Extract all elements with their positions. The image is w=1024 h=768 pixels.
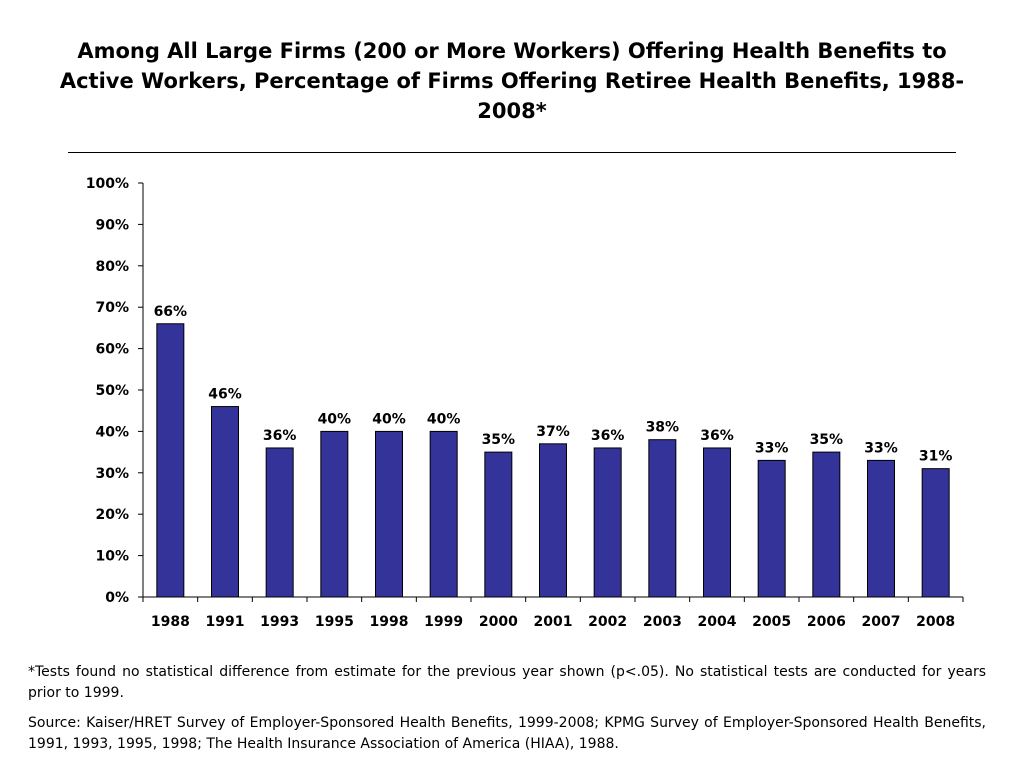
x-tick-label: 1995 (315, 614, 354, 630)
bar-2004 (703, 447, 731, 598)
y-tick-label: 50% (95, 383, 129, 399)
y-tick-label: 90% (95, 217, 129, 233)
data-label: 38% (646, 420, 680, 436)
x-tick-label: 2004 (698, 614, 737, 630)
data-label: 40% (318, 411, 352, 427)
bar-1999 (429, 430, 458, 598)
bar-1998 (375, 430, 403, 598)
data-label: 35% (810, 432, 844, 448)
bar-2006 (812, 451, 841, 598)
y-tick-label: 40% (95, 424, 129, 440)
y-tick-label: 20% (95, 507, 129, 523)
data-label: 40% (372, 411, 406, 427)
y-tick-label: 0% (105, 590, 129, 606)
x-tick-label: 1993 (260, 614, 299, 630)
x-tick-label: 2008 (916, 614, 955, 630)
data-label: 33% (864, 440, 898, 456)
y-tick-label: 10% (95, 549, 129, 565)
data-label: 40% (427, 411, 461, 427)
bar-2002 (593, 447, 622, 598)
footnote: *Tests found no statistical difference f… (28, 664, 986, 701)
source-note: Source: Kaiser/HRET Survey of Employer-S… (28, 715, 986, 752)
data-label: 36% (263, 428, 297, 444)
x-tick-label: 2002 (588, 614, 627, 630)
data-label: 36% (591, 428, 625, 444)
y-tick-label: 60% (95, 342, 129, 358)
data-label: 46% (208, 387, 242, 403)
bar-2000 (484, 451, 513, 598)
data-label: 66% (154, 304, 188, 320)
x-tick-label: 2006 (807, 614, 846, 630)
data-label: 37% (536, 424, 570, 440)
data-label: 35% (482, 432, 516, 448)
x-tick-label: 2003 (643, 614, 682, 630)
bar-2008 (921, 468, 950, 598)
bar-1991 (211, 406, 239, 598)
bar-1995 (320, 430, 349, 598)
x-tick-label: 2007 (862, 614, 901, 630)
bar-1988 (156, 323, 185, 598)
x-tick-label: 1998 (370, 614, 409, 630)
x-tick-label: 1991 (206, 614, 245, 630)
bar-1993 (265, 447, 294, 598)
x-tick-label: 2001 (534, 614, 573, 630)
data-label: 31% (919, 449, 953, 465)
data-label: 33% (755, 440, 789, 456)
bar-2007 (867, 459, 895, 598)
y-tick-label: 70% (95, 300, 129, 316)
bar-2005 (757, 459, 786, 598)
y-tick-label: 100% (86, 176, 129, 192)
y-tick-label: 30% (95, 466, 129, 482)
x-tick-label: 1999 (424, 614, 463, 630)
title-divider (68, 152, 956, 153)
data-label: 36% (700, 428, 734, 444)
y-tick-label: 80% (95, 259, 129, 275)
x-tick-label: 2005 (752, 614, 791, 630)
bar-2003 (648, 439, 677, 598)
chart-title: Among All Large Firms (200 or More Worke… (59, 39, 965, 123)
x-tick-label: 2000 (479, 614, 518, 630)
bar-2001 (539, 443, 567, 598)
x-tick-label: 1988 (151, 614, 190, 630)
